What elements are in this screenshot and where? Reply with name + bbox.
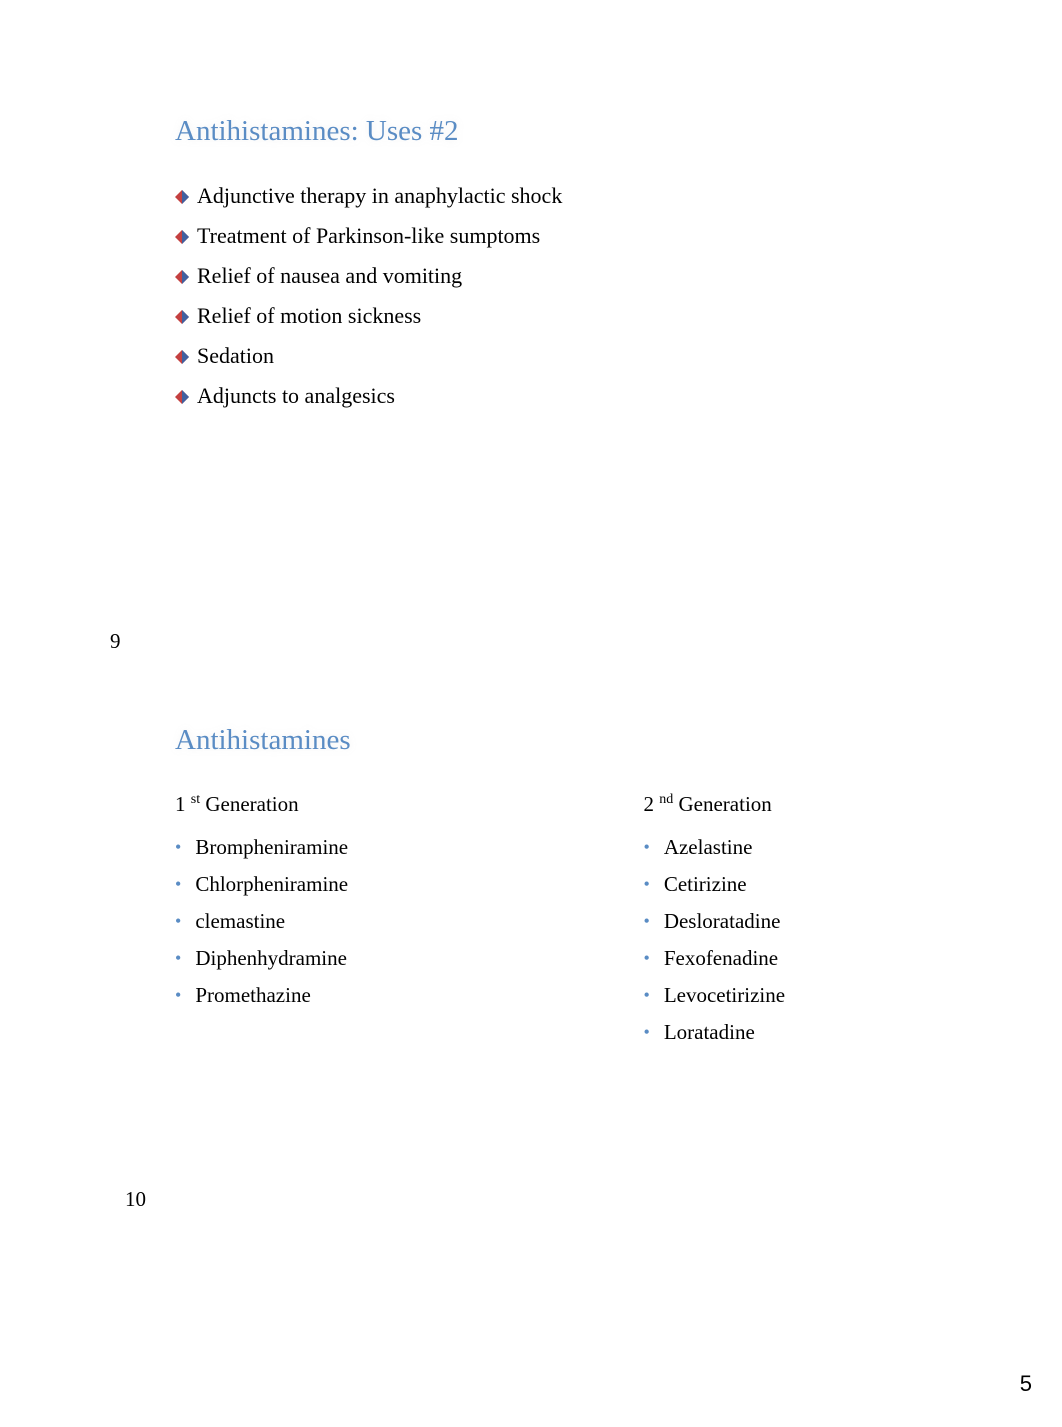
dot-bullet-icon: • [644, 909, 650, 933]
list-item: • Azelastine [644, 835, 963, 860]
item-text: Desloratadine [664, 909, 781, 934]
bullet-text: Adjunctive therapy in anaphylactic shock [197, 183, 562, 209]
bullet-text: Relief of nausea and vomiting [197, 263, 462, 289]
bullet-text: Treatment of Parkinson-like sumptoms [197, 223, 540, 249]
gen-2-heading: 2 nd Generation [644, 792, 963, 817]
list-item: • Desloratadine [644, 909, 963, 934]
gen-1-num: 1 [175, 792, 186, 816]
bullet-text: Sedation [197, 343, 274, 369]
dot-bullet-icon: • [175, 872, 181, 896]
bullet-text: Adjuncts to analgesics [197, 383, 395, 409]
list-item: • Cetirizine [644, 872, 963, 897]
slide-1: Antihistamines: Uses #2 Antihistamines: … [0, 0, 1062, 654]
slide-1-title: Antihistamines: Uses #2 [175, 115, 962, 148]
diamond-bullet-icon [175, 270, 189, 284]
bullet-text: Relief of motion sickness [197, 303, 421, 329]
diamond-bullet-icon [175, 190, 189, 204]
gen-2-num: 2 [644, 792, 655, 816]
dot-bullet-icon: • [644, 835, 650, 859]
list-item: • Brompheniramine [175, 835, 494, 860]
bullet-item: Adjunctive therapy in anaphylactic shock [175, 183, 962, 209]
column-1st-gen: 1 st Generation • Brompheniramine • Chlorp… [175, 792, 494, 1057]
gen-1-list: • Brompheniramine • Chlorpheniramine • cle… [175, 835, 494, 1008]
generation-columns: 1 st Generation • Brompheniramine • Chlorp… [175, 792, 962, 1057]
gen-1-text: Generation [205, 792, 298, 816]
diamond-bullet-icon [175, 310, 189, 324]
list-item: • Diphenhydramine [175, 946, 494, 971]
bullet-item: Adjuncts to analgesics [175, 383, 962, 409]
dot-bullet-icon: • [644, 983, 650, 1007]
item-text: Chlorpheniramine [195, 872, 348, 897]
diamond-bullet-icon [175, 350, 189, 364]
item-text: Diphenhydramine [195, 946, 347, 971]
dot-bullet-icon: • [175, 835, 181, 859]
slide-2: Antihistamines Antihistamines 1 st Gener… [0, 654, 1062, 1212]
item-text: Cetirizine [664, 872, 747, 897]
page-number: 5 [1020, 1371, 1032, 1397]
gen-1-sup: st [191, 792, 200, 807]
dot-bullet-icon: • [175, 909, 181, 933]
gen-1-heading: 1 st Generation [175, 792, 494, 817]
list-item: • Chlorpheniramine [175, 872, 494, 897]
item-text: Loratadine [664, 1020, 755, 1045]
diamond-bullet-icon [175, 390, 189, 404]
slide-1-number: 9 [110, 629, 962, 654]
list-item: • Levocetirizine [644, 983, 963, 1008]
list-item: • clemastine [175, 909, 494, 934]
item-text: clemastine [195, 909, 285, 934]
dot-bullet-icon: • [644, 1020, 650, 1044]
item-text: Azelastine [664, 835, 753, 860]
list-item: • Fexofenadine [644, 946, 963, 971]
bullet-item: Relief of motion sickness [175, 303, 962, 329]
gen-2-list: • Azelastine • Cetirizine • Desloratadine •… [644, 835, 963, 1045]
item-text: Fexofenadine [664, 946, 778, 971]
diamond-bullet-icon [175, 230, 189, 244]
bullet-item: Relief of nausea and vomiting [175, 263, 962, 289]
slide-1-title-wrapper: Antihistamines: Uses #2 Antihistamines: … [175, 115, 962, 148]
slide-2-title-wrapper: Antihistamines Antihistamines [175, 724, 962, 757]
bullet-item: Treatment of Parkinson-like sumptoms [175, 223, 962, 249]
column-2nd-gen: 2 nd Generation • Azelastine • Cetirizine … [644, 792, 963, 1057]
dot-bullet-icon: • [175, 946, 181, 970]
item-text: Brompheniramine [195, 835, 348, 860]
list-item: • Loratadine [644, 1020, 963, 1045]
item-text: Promethazine [195, 983, 310, 1008]
item-text: Levocetirizine [664, 983, 785, 1008]
slide-2-title: Antihistamines [175, 724, 962, 757]
gen-2-sup: nd [659, 792, 673, 807]
dot-bullet-icon: • [175, 983, 181, 1007]
gen-2-text: Generation [679, 792, 772, 816]
dot-bullet-icon: • [644, 946, 650, 970]
dot-bullet-icon: • [644, 872, 650, 896]
list-item: • Promethazine [175, 983, 494, 1008]
slide-2-number: 10 [125, 1187, 962, 1212]
bullet-item: Sedation [175, 343, 962, 369]
slide-1-bullet-list: Adjunctive therapy in anaphylactic shock… [175, 183, 962, 409]
